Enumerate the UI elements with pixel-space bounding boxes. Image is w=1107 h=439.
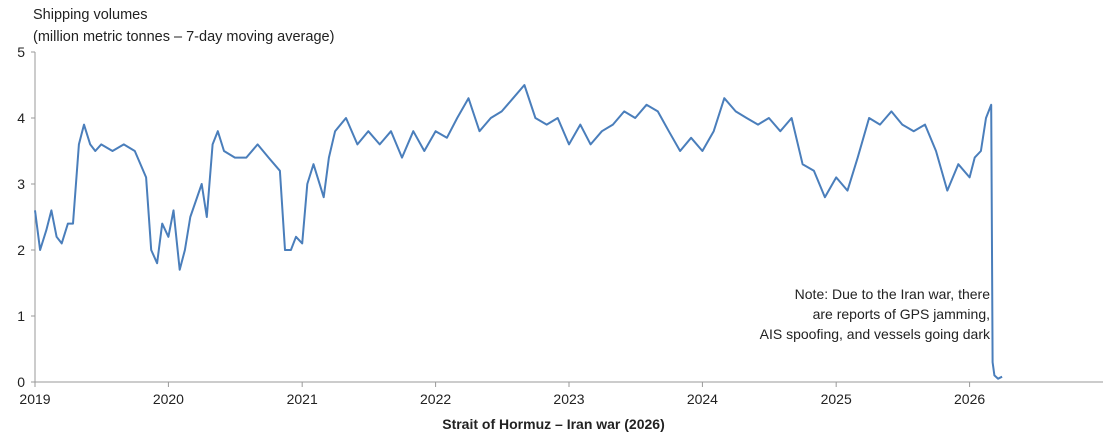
x-tick-label: 2022 (420, 391, 451, 407)
y-tick-label: 1 (17, 308, 25, 324)
annotation-line-2: are reports of GPS jamming, (812, 306, 990, 322)
y-tick-label: 0 (17, 374, 25, 390)
y-tick-label: 5 (17, 44, 25, 60)
y-tick-label: 4 (17, 110, 25, 126)
x-tick-label: 2026 (954, 391, 985, 407)
annotation-line-3: AIS spoofing, and vessels going dark (759, 326, 990, 342)
x-tick-label: 2020 (153, 391, 184, 407)
x-tick-label: 2024 (687, 391, 718, 407)
x-tick-label: 2019 (19, 391, 50, 407)
y-axis-label-line1: Shipping volumes (33, 7, 148, 23)
x-tick-label: 2025 (821, 391, 852, 407)
y-tick-label: 2 (17, 242, 25, 258)
x-tick-label: 2023 (553, 391, 584, 407)
x-tick-label: 2021 (287, 391, 318, 407)
x-axis-title: Strait of Hormuz – Iran war (2026) (442, 416, 665, 432)
series-line (34, 84, 1003, 380)
y-tick-label: 3 (17, 176, 25, 192)
y-axis-label-line2: (million metric tonnes – 7-day moving av… (33, 29, 335, 45)
annotation-line-1: Note: Due to the Iran war, there (794, 286, 990, 302)
